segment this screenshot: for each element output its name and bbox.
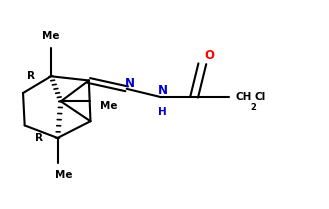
Text: H: H	[159, 107, 167, 117]
Text: 2: 2	[251, 102, 257, 112]
Text: Cl: Cl	[255, 92, 266, 102]
Text: N: N	[125, 77, 135, 90]
Text: Me: Me	[100, 101, 118, 111]
Text: R: R	[27, 71, 35, 81]
Text: Me: Me	[42, 31, 60, 41]
Text: Me: Me	[55, 169, 73, 180]
Text: R: R	[36, 133, 43, 143]
Text: CH: CH	[235, 92, 252, 102]
Text: O: O	[204, 49, 214, 62]
Text: N: N	[158, 84, 168, 97]
